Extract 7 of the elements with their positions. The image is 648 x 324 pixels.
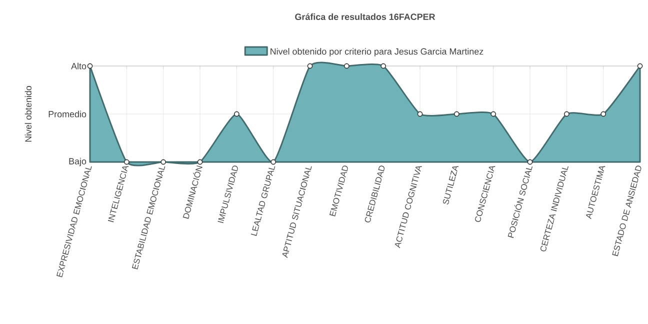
chart-title: Gráfica de resultados 16FACPER [295, 13, 436, 20]
x-tick-label: LEALTAD GRUPAL [250, 166, 276, 236]
text: Alto [71, 62, 86, 70]
legend-label: Nivel obtenido por criterio para Jesus Garcia Martinez [270, 48, 484, 56]
text: Bajo [69, 158, 86, 166]
text: Promedio [48, 110, 86, 118]
y-axis-title: Nivel obtenido [24, 86, 32, 142]
